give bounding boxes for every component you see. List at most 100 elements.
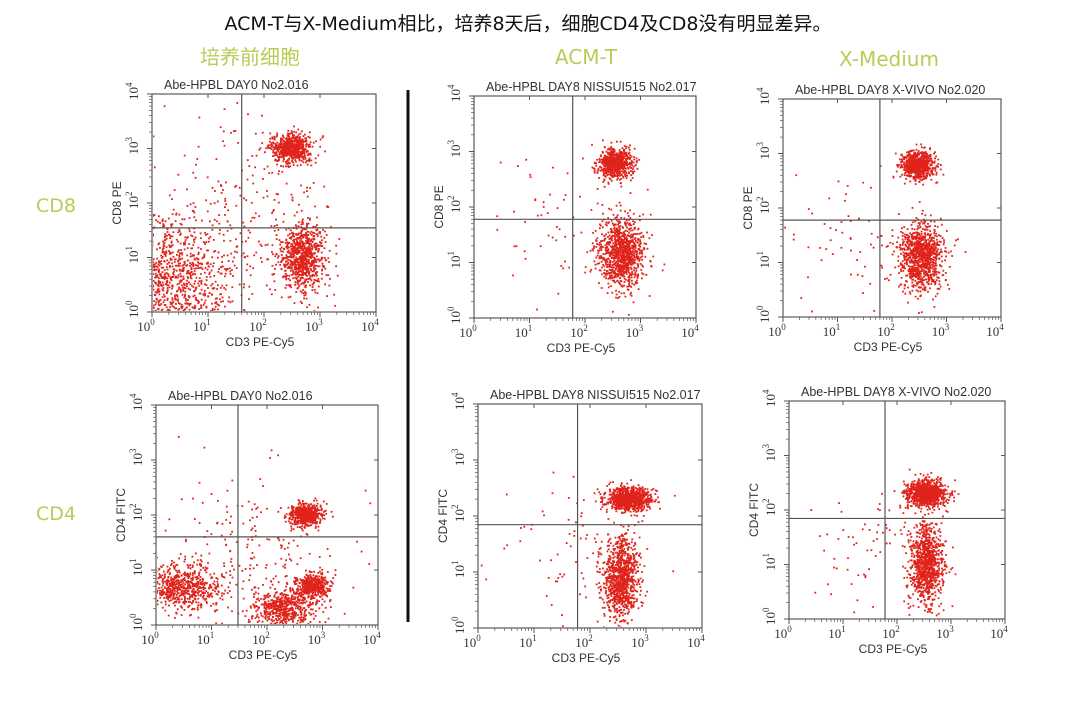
data-point <box>613 235 616 237</box>
data-point <box>615 167 618 169</box>
data-point <box>904 164 907 167</box>
x-tick-label: 100 <box>459 323 477 340</box>
data-point <box>595 239 598 241</box>
data-point <box>616 159 618 162</box>
data-point <box>155 268 158 271</box>
data-point <box>164 238 167 241</box>
data-point <box>611 156 614 159</box>
data-point <box>280 246 283 249</box>
data-point <box>619 277 622 279</box>
data-point <box>301 149 304 151</box>
data-point <box>203 292 206 295</box>
data-point <box>607 272 609 275</box>
data-point <box>914 183 917 185</box>
data-point <box>917 161 919 163</box>
data-point <box>614 229 617 232</box>
data-point <box>296 273 299 275</box>
data-point <box>183 263 186 265</box>
data-point <box>161 248 164 251</box>
data-point <box>305 258 308 260</box>
data-point <box>194 176 197 179</box>
data-point <box>171 235 174 238</box>
data-point <box>192 307 195 309</box>
data-point <box>286 243 289 245</box>
data-point <box>606 224 608 227</box>
data-point <box>599 166 601 168</box>
data-point <box>512 274 514 277</box>
data-point <box>933 161 936 164</box>
data-point <box>606 270 609 273</box>
data-point <box>287 251 290 254</box>
data-point <box>632 246 635 249</box>
data-point <box>286 244 289 247</box>
data-point <box>304 266 306 269</box>
data-point <box>274 145 277 147</box>
data-point <box>230 227 233 230</box>
data-point <box>309 252 312 255</box>
data-point <box>608 221 610 224</box>
data-point <box>924 168 926 171</box>
data-point <box>311 241 314 243</box>
data-point <box>282 157 285 160</box>
data-point <box>160 277 163 279</box>
data-point <box>293 145 295 147</box>
data-point <box>163 299 166 301</box>
data-point <box>614 216 617 219</box>
data-point <box>608 252 611 255</box>
data-point <box>313 252 316 255</box>
data-point <box>601 204 604 206</box>
data-point <box>598 257 601 260</box>
data-point <box>618 156 621 159</box>
data-point <box>629 250 632 253</box>
data-point <box>208 271 211 274</box>
data-point <box>282 256 285 259</box>
data-point <box>639 245 642 248</box>
data-point <box>905 161 908 164</box>
data-point <box>912 149 915 152</box>
data-point <box>615 242 617 245</box>
data-point <box>624 210 626 213</box>
data-point <box>189 255 192 258</box>
data-point <box>909 154 912 157</box>
data-point <box>295 152 298 154</box>
data-point <box>628 260 631 262</box>
data-point <box>295 291 298 293</box>
data-point <box>310 159 313 162</box>
data-point <box>177 308 180 311</box>
data-point <box>226 268 229 270</box>
data-point <box>607 231 610 234</box>
data-point <box>287 296 290 299</box>
data-point <box>301 229 303 232</box>
data-point <box>221 255 223 258</box>
data-point <box>274 268 276 270</box>
data-point <box>613 224 615 227</box>
data-point <box>603 265 606 268</box>
data-point <box>301 245 304 247</box>
data-point <box>304 286 307 289</box>
data-point <box>153 300 156 302</box>
data-point <box>593 170 596 172</box>
data-point <box>246 255 249 258</box>
data-point <box>321 257 324 259</box>
data-point <box>272 151 275 154</box>
data-point <box>292 153 295 156</box>
data-point <box>156 257 159 260</box>
data-point <box>176 290 178 293</box>
data-point <box>925 168 927 171</box>
data-point <box>208 292 211 295</box>
data-point <box>619 248 622 251</box>
data-point <box>307 222 310 225</box>
data-point <box>627 276 630 279</box>
data-point <box>223 239 225 242</box>
data-point <box>618 249 621 252</box>
data-point <box>215 302 218 305</box>
data-point <box>308 273 310 276</box>
data-point <box>320 242 323 244</box>
y-tick-label: 103 <box>124 137 141 155</box>
data-point <box>217 251 220 254</box>
data-point <box>275 253 278 256</box>
data-point <box>194 290 196 292</box>
data-point <box>291 263 293 266</box>
data-point <box>301 223 304 225</box>
